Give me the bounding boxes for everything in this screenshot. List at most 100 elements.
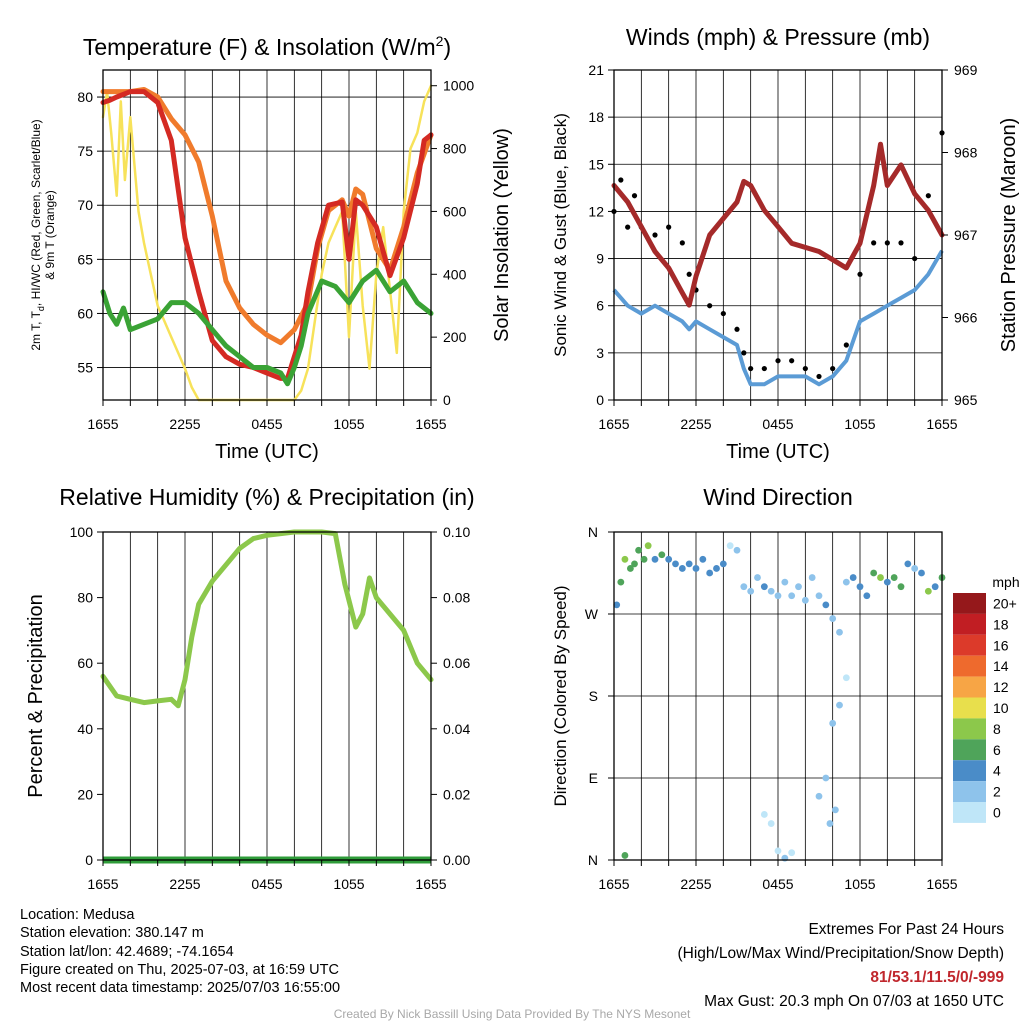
direction-point (829, 615, 837, 622)
direction-point (836, 628, 843, 636)
direction-point (904, 560, 912, 568)
direction-point (658, 551, 666, 559)
gust-point (925, 193, 931, 199)
created-text: Figure created on Thu, 2025-07-03, at 16… (20, 961, 339, 978)
gust-point (898, 240, 904, 246)
time-tick-label: 1655 (415, 416, 446, 432)
speed-legend-swatch (953, 613, 986, 635)
rh-line (100, 529, 434, 709)
humidity-grid (129, 532, 405, 860)
time-tick-label: 0455 (251, 416, 282, 432)
gust-point (666, 224, 672, 230)
direction-tick-label: S (589, 688, 598, 704)
direction-point (877, 574, 884, 581)
direction-point (815, 792, 823, 800)
temp-tick-label: 55 (77, 360, 93, 376)
time-tick-label: 1655 (87, 876, 118, 892)
time-tick-label: 1655 (415, 876, 446, 892)
gust-point (761, 365, 767, 372)
pressure-tick-label: 969 (954, 62, 978, 78)
winds-panel: Winds (mph) & Pressure (mb) 1655 2255 0455… (551, 24, 1020, 463)
time-tick-label: 1055 (844, 416, 875, 432)
gust-point (707, 303, 713, 309)
speed-legend-swatch (953, 593, 986, 614)
direction-point (760, 583, 768, 591)
humidity-title: Relative Humidity (%) & Precipitation (i… (59, 484, 474, 510)
extremes-info: Extremes For Past 24 Hours (High/Low/Max… (678, 918, 1005, 1014)
direction-point (747, 587, 755, 595)
wind-tick-label: 0 (596, 392, 604, 408)
speed-legend-label: 20+ (993, 595, 1017, 611)
gust-point (816, 373, 822, 380)
time-tick-label: 1655 (926, 416, 957, 432)
direction-point (849, 574, 857, 581)
time-tick-label: 2255 (680, 876, 711, 892)
direction-point (767, 587, 775, 595)
temp-tick-label: 60 (77, 305, 93, 321)
time-tick-label: 2255 (169, 416, 200, 432)
direction-title: Wind Direction (703, 484, 853, 510)
direction-series (613, 542, 946, 862)
pressure-ylabel: Station Pressure (Maroon) (998, 118, 1020, 353)
gust-point (741, 350, 747, 356)
speed-legend-label: 18 (993, 616, 1009, 632)
speed-legend-label: 2 (993, 784, 1001, 800)
speed-legend-swatch (953, 655, 986, 677)
speed-legend-label: 0 (993, 804, 1001, 820)
direction-point (678, 565, 686, 572)
gust-point (625, 224, 631, 230)
direction-point (924, 587, 932, 595)
recent-text: Most recent data timestamp: 2025/07/03 1… (20, 980, 341, 997)
direction-point (931, 583, 939, 591)
wind-tick-label: 9 (596, 251, 604, 267)
time-tick-label: 0455 (251, 876, 282, 892)
gust-point (857, 271, 863, 277)
temp-series-line (100, 267, 434, 387)
direction-point (897, 583, 905, 591)
wind-tick-label: 21 (588, 62, 604, 78)
direction-point (863, 592, 871, 600)
direction-point (672, 560, 679, 568)
direction-point (754, 574, 761, 581)
precip-tick-label: 0.04 (443, 721, 470, 737)
temperature-xlabel: Time (UTC) (215, 441, 319, 463)
speed-legend-label: 8 (993, 721, 1001, 737)
speed-legend-title: mph (992, 574, 1019, 590)
speed-legend-swatch (953, 718, 986, 740)
rh-tick-label: 20 (77, 786, 93, 802)
direction-point (883, 578, 891, 586)
winds-xlabel: Time (UTC) (726, 441, 830, 463)
gust-point (802, 365, 808, 372)
gust-point (631, 193, 638, 199)
pressure-tick-label: 965 (954, 392, 978, 408)
winds-ylabel: Sonic Wind & Gust (Blue, Black) (551, 113, 570, 357)
speed-legend-label: 4 (993, 763, 1001, 779)
speed-legend-label: 6 (993, 742, 1001, 758)
direction-point (740, 583, 748, 591)
direction-point (631, 560, 638, 568)
rh-tick-label: 0 (85, 852, 93, 868)
temp-series-line (100, 87, 434, 346)
speed-legend-label: 10 (993, 700, 1009, 716)
direction-point (918, 569, 925, 577)
winds-ticks: 1655 2255 0455 1055 1655 0 3 6 9 12 15 18 21 965 966 96… (588, 62, 977, 432)
direction-tick-label: N (588, 524, 598, 540)
gust-point (843, 342, 849, 348)
direction-point (767, 820, 775, 827)
direction-point (829, 719, 837, 727)
direction-point (719, 560, 727, 568)
direction-panel: Wind Direction 1655 2255 0455 1055 1655NESWN… (551, 484, 1020, 892)
winds-title: Winds (mph) & Pressure (mb) (626, 24, 930, 50)
temperature-panel: Temperature (F) & Insolation (W/m2) 1655… (29, 33, 513, 463)
speed-legend-swatch (953, 676, 986, 698)
elevation-text: Station elevation: 380.147 m (20, 925, 204, 942)
speed-legend-swatch (953, 760, 986, 782)
humidity-panel: Relative Humidity (%) & Precipitation (i… (25, 484, 475, 892)
direction-point (726, 542, 734, 550)
direction-point (685, 560, 693, 568)
direction-point (699, 555, 707, 563)
direction-point (822, 601, 830, 609)
gust-point (686, 271, 692, 277)
precip-tick-label: 0.06 (443, 655, 470, 671)
